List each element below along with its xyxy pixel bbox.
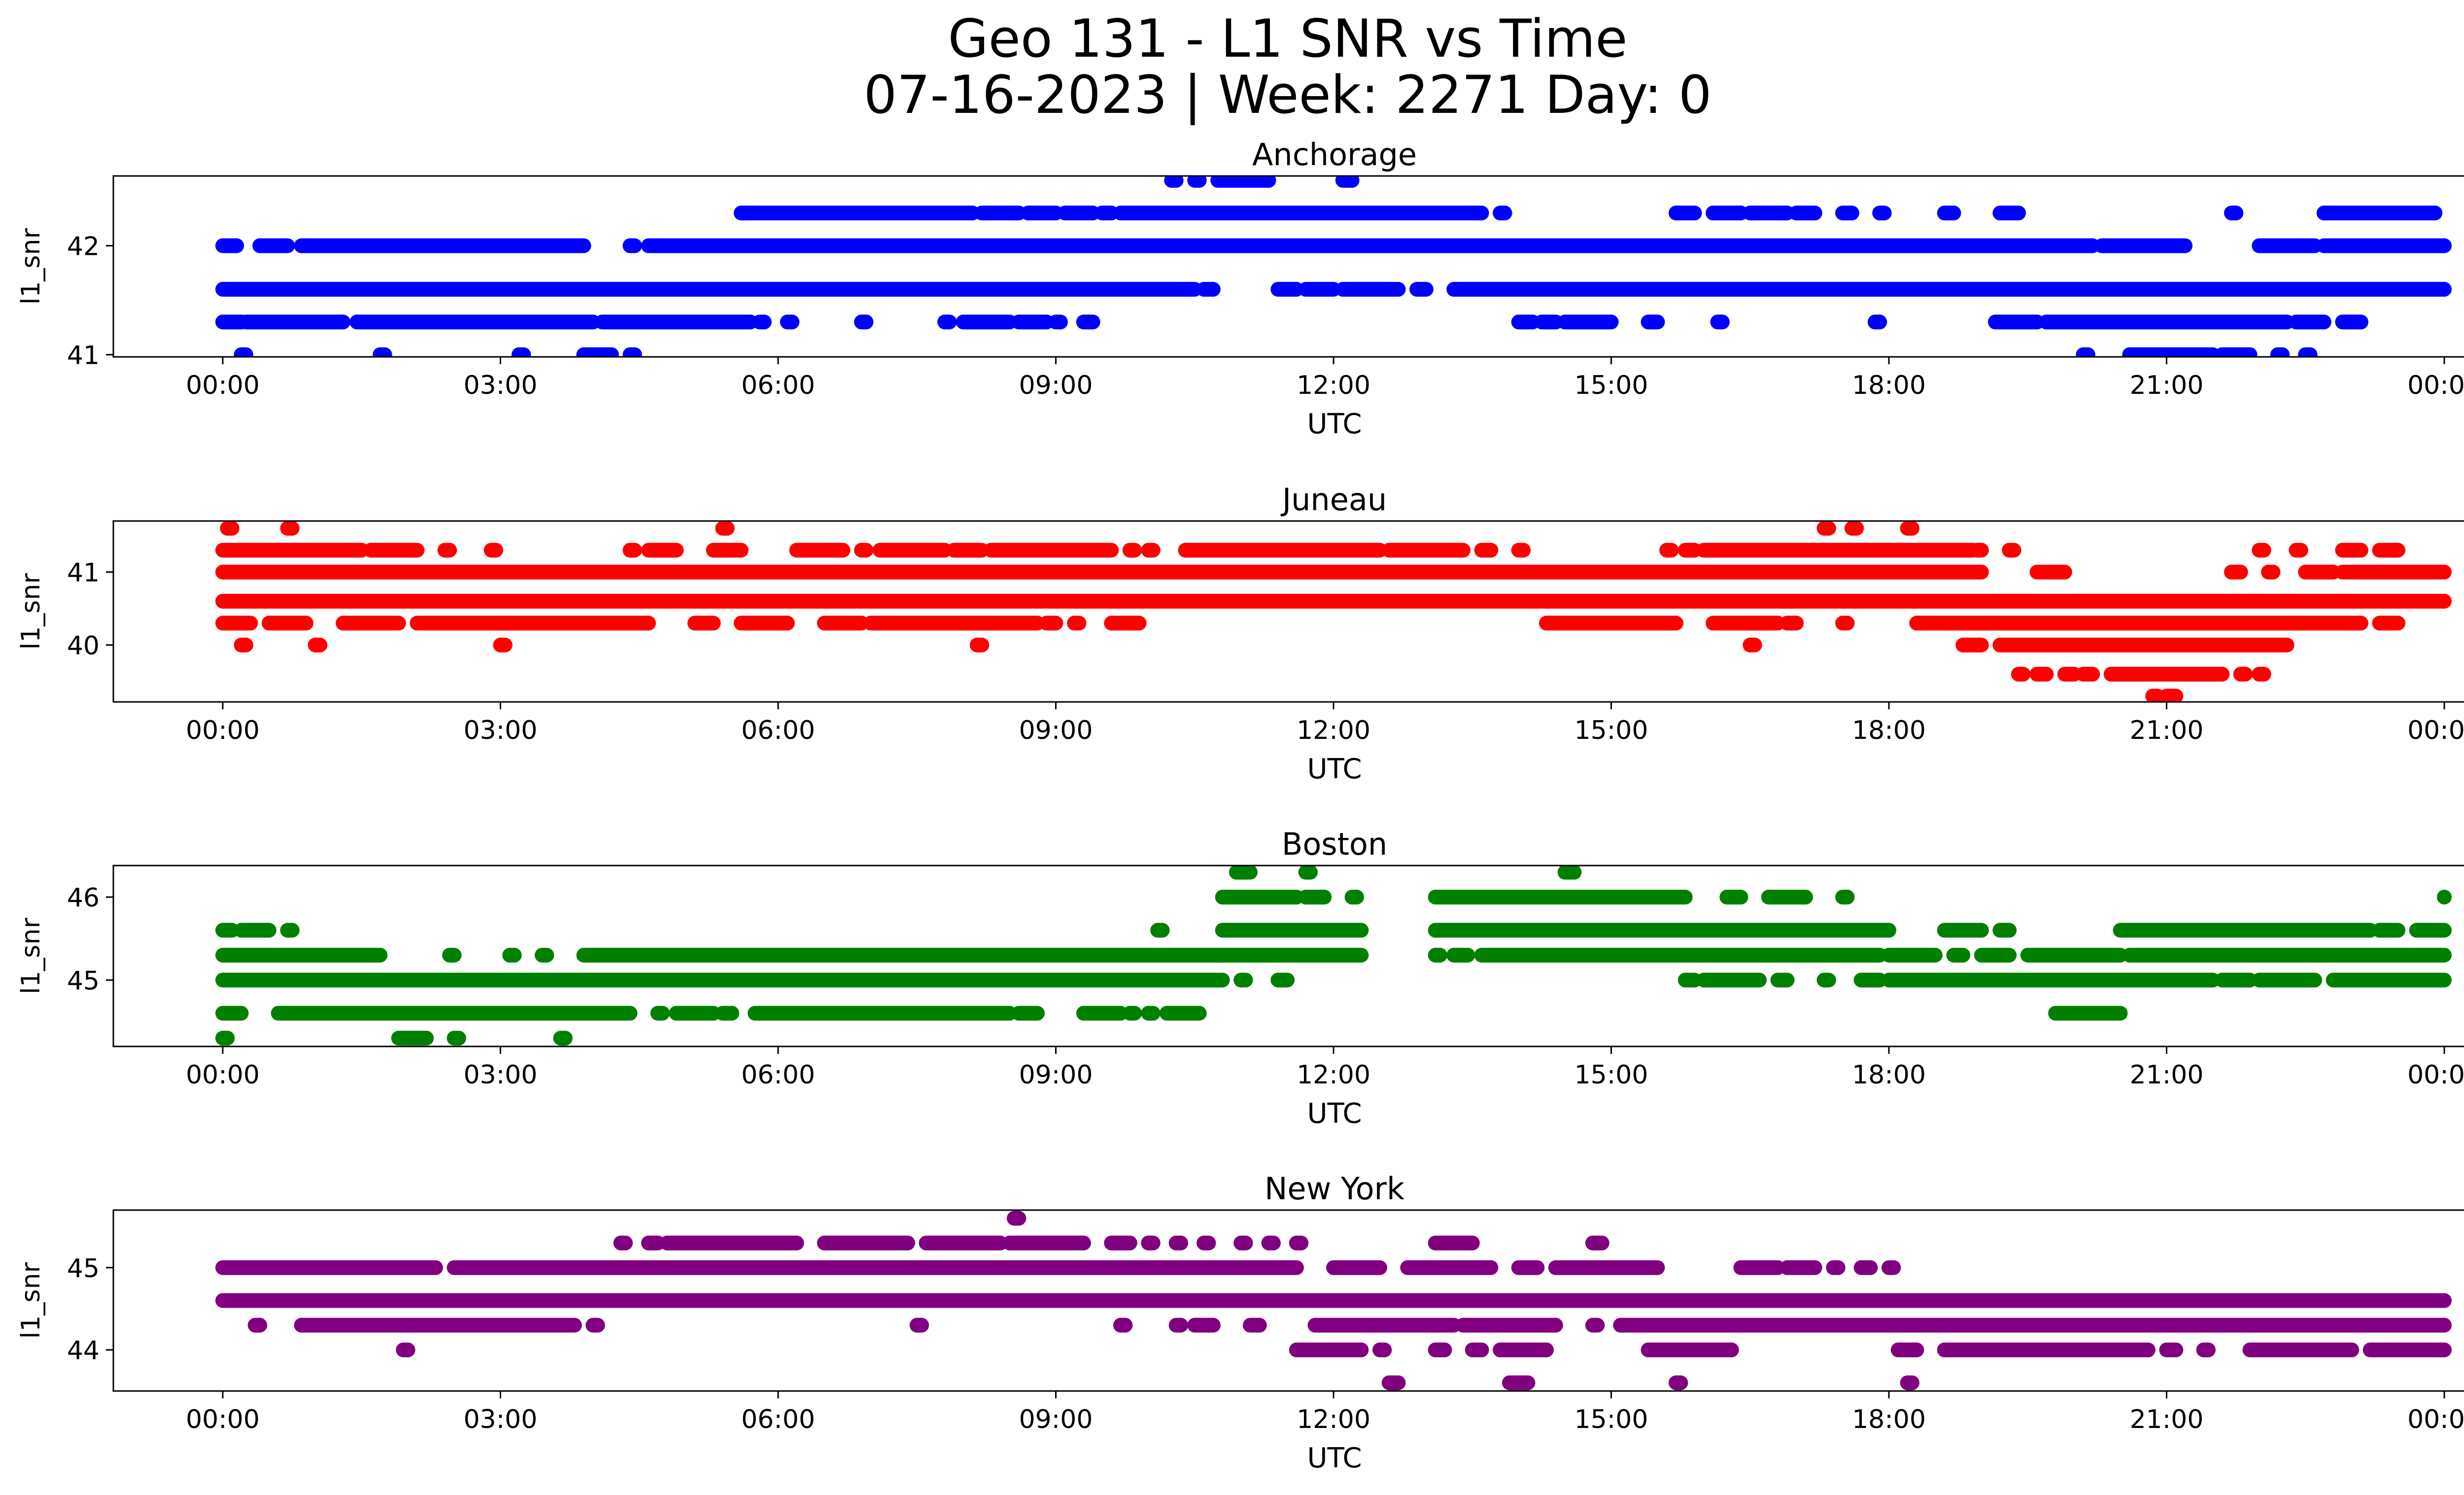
x-tick-label: 00:00 (2407, 1405, 2464, 1434)
x-tick-label: 06:00 (741, 1060, 815, 1090)
x-tick-label: 18:00 (1852, 716, 1926, 745)
subplot-title: Juneau (1280, 482, 1387, 518)
x-tick-label: 09:00 (1019, 716, 1093, 745)
x-tick-label: 12:00 (1297, 1060, 1370, 1090)
figure-title: Geo 131 - L1 SNR vs Time (948, 8, 1628, 69)
x-tick-label: 21:00 (2130, 371, 2204, 400)
x-tick-label: 21:00 (2130, 1060, 2204, 1090)
x-tick-label: 21:00 (2130, 716, 2204, 745)
data-point (2437, 889, 2452, 904)
x-tick-label: 00:00 (186, 1405, 260, 1434)
x-tick-label: 09:00 (1019, 371, 1093, 400)
y-tick-label: 41 (67, 558, 100, 588)
subplot-anchorage: Anchorage 00:00 03:00 06:00 09:00 12:00 15:00 1… (16, 137, 2464, 440)
x-axis-label: UTC (1307, 1442, 1362, 1474)
subplot-title: Boston (1282, 826, 1387, 862)
axes-frame (112, 175, 2464, 358)
x-tick-label: 06:00 (741, 371, 815, 400)
x-tick-label: 03:00 (464, 716, 538, 745)
y-axis-label: l1_snr (16, 573, 46, 650)
y-tick-label: 41 (67, 341, 100, 371)
y-tick-label: 40 (67, 631, 100, 661)
x-tick-label: 00:00 (186, 716, 260, 745)
figure-subtitle: 07-16-2023 | Week: 2271 Day: 0 (863, 65, 1712, 125)
y-tick-label: 45 (67, 966, 100, 996)
x-tick-label: 15:00 (1574, 371, 1648, 400)
x-tick-label: 00:00 (186, 371, 260, 400)
x-tick-label: 00:00 (2407, 371, 2464, 400)
x-tick-label: 00:00 (2407, 1060, 2464, 1090)
x-tick-label: 15:00 (1574, 1060, 1648, 1090)
y-axis-label: l1_snr (16, 917, 46, 994)
x-tick-label: 12:00 (1297, 716, 1370, 745)
data-points (215, 176, 2452, 357)
x-tick-label: 00:00 (2407, 716, 2464, 745)
subplot-title: New York (1265, 1171, 1404, 1207)
x-tick-label: 06:00 (741, 716, 815, 745)
data-points (215, 866, 2452, 1046)
x-tick-label: 12:00 (1297, 371, 1370, 400)
x-tick-label: 09:00 (1019, 1060, 1093, 1090)
y-tick-label: 46 (67, 883, 100, 913)
x-tick-label: 15:00 (1574, 1405, 1648, 1434)
x-tick-label: 03:00 (464, 1060, 538, 1090)
axes-frame (112, 865, 2464, 1047)
x-tick-label: 18:00 (1852, 1060, 1926, 1090)
subplot-boston: Boston 00:00 03:00 06:00 09:00 12:00 15:00 18:0… (16, 826, 2464, 1130)
x-tick-label: 06:00 (741, 1405, 815, 1434)
y-axis-label: l1_snr (16, 1262, 46, 1339)
y-axis-label: l1_snr (16, 228, 46, 305)
x-tick-label: 03:00 (464, 1405, 538, 1434)
y-tick-label: 44 (67, 1336, 100, 1366)
x-tick-label: 09:00 (1019, 1405, 1093, 1434)
x-tick-label: 12:00 (1297, 1405, 1370, 1434)
y-tick-label: 42 (67, 232, 100, 261)
x-tick-label: 00:00 (186, 1060, 260, 1090)
subplot-title: Anchorage (1252, 137, 1417, 173)
x-axis-label: UTC (1307, 1098, 1362, 1130)
data-points (215, 1211, 2452, 1391)
x-tick-label: 18:00 (1852, 371, 1926, 400)
x-tick-label: 21:00 (2130, 1405, 2204, 1434)
axes-frame (112, 520, 2464, 703)
data-points (215, 521, 2452, 702)
x-tick-label: 15:00 (1574, 716, 1648, 745)
y-tick-label: 45 (67, 1254, 100, 1284)
subplot-new-york: New York 00:00 03:00 06:00 09:00 12:00 15:00 18… (16, 1171, 2464, 1474)
x-axis-label: UTC (1307, 753, 1362, 785)
axes-frame (112, 1209, 2464, 1392)
x-tick-label: 18:00 (1852, 1405, 1926, 1434)
subplot-juneau: Juneau 00:00 03:00 06:00 09:00 12:00 15:00 18:0… (16, 482, 2464, 785)
x-axis-label: UTC (1307, 408, 1362, 440)
x-tick-label: 03:00 (464, 371, 538, 400)
